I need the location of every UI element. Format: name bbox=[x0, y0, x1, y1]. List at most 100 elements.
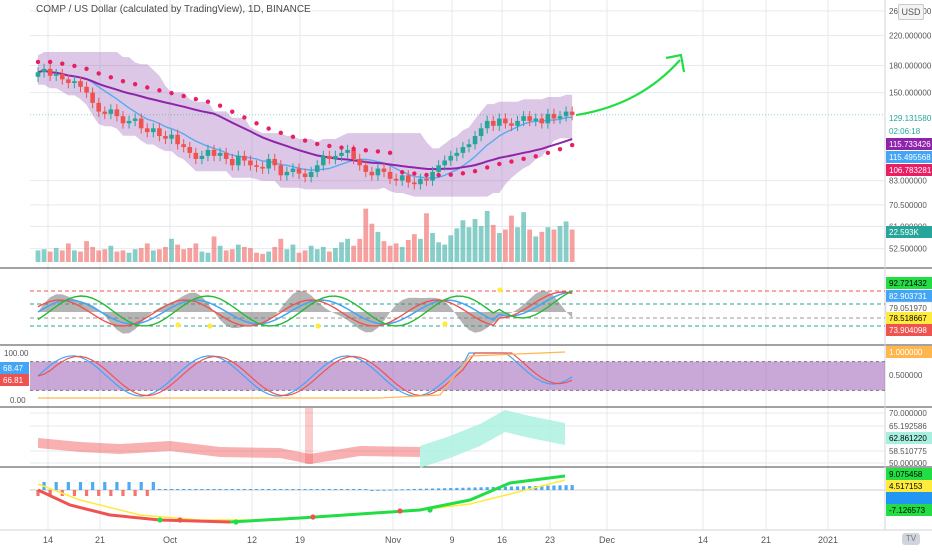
psar-dot bbox=[509, 159, 514, 164]
trend-axis-tick-label: 65.192586 bbox=[889, 422, 927, 431]
candle-body bbox=[59, 73, 65, 80]
candle-body bbox=[175, 134, 180, 145]
volume-bar bbox=[144, 243, 150, 262]
candle-body bbox=[533, 118, 539, 121]
volume-bar bbox=[375, 231, 381, 262]
macd-histogram-bar bbox=[309, 489, 313, 490]
volume-bar bbox=[241, 246, 247, 262]
volume-bar bbox=[569, 229, 575, 262]
price-badge-bg bbox=[886, 226, 932, 238]
candle-body bbox=[114, 109, 120, 117]
volume-bar bbox=[78, 251, 83, 262]
time-axis-label: 16 bbox=[497, 535, 507, 545]
macd-histogram-bar bbox=[370, 490, 374, 491]
macd-histogram-bar bbox=[127, 482, 131, 490]
macd-histogram-bar bbox=[260, 489, 265, 490]
candle-body bbox=[108, 109, 114, 114]
macd-cross-dot bbox=[397, 508, 403, 514]
candle-body bbox=[169, 134, 174, 139]
candle-body bbox=[454, 152, 460, 156]
candle-body bbox=[478, 128, 484, 137]
volume-bar bbox=[296, 252, 302, 262]
macd-histogram-bar bbox=[394, 489, 398, 491]
volume-bar bbox=[351, 245, 357, 262]
macd-histogram-bar bbox=[145, 490, 149, 496]
candle-body bbox=[339, 152, 344, 156]
psar-dot bbox=[387, 150, 393, 156]
candle-body bbox=[333, 155, 338, 159]
candle-body bbox=[387, 171, 393, 179]
candle-body bbox=[199, 155, 205, 159]
candle-body bbox=[181, 144, 186, 148]
candle-body bbox=[320, 155, 326, 166]
candle-body bbox=[242, 155, 247, 161]
macd-histogram-bar bbox=[54, 482, 58, 490]
candle-body bbox=[163, 136, 168, 139]
psar-dot bbox=[132, 81, 138, 87]
macd-histogram-bar bbox=[461, 487, 465, 490]
candle-body bbox=[278, 165, 284, 176]
volume-bar bbox=[260, 253, 265, 262]
macd-cross-dot bbox=[310, 514, 316, 520]
psar-dot bbox=[60, 61, 65, 66]
macd-histogram-bar bbox=[558, 485, 562, 490]
candle-body bbox=[381, 168, 387, 172]
macd-cross-dot bbox=[177, 517, 183, 523]
volume-bar bbox=[515, 227, 520, 262]
time-axis-label: 19 bbox=[295, 535, 305, 545]
psar-dot bbox=[497, 161, 502, 167]
oscillator-badge-bg bbox=[886, 324, 932, 336]
macd-badge-bg bbox=[886, 504, 932, 516]
oscillator-green-line bbox=[37, 290, 573, 327]
macd-histogram-bar bbox=[84, 490, 89, 496]
macd-histogram-bar bbox=[303, 489, 307, 490]
volume-bar bbox=[229, 249, 235, 262]
macd-histogram-bar bbox=[546, 485, 550, 490]
volume-bar bbox=[90, 246, 96, 262]
volume-bar bbox=[47, 251, 53, 262]
candle-body bbox=[430, 171, 435, 181]
candle-body bbox=[521, 116, 526, 121]
price-axis-tick-label: 180.000000 bbox=[889, 61, 932, 70]
candle-body bbox=[187, 147, 193, 153]
macd-histogram-bar bbox=[297, 489, 301, 490]
candle-body bbox=[490, 120, 496, 126]
candle-body bbox=[144, 128, 150, 133]
time-axis-label: 14 bbox=[43, 535, 53, 545]
volume-bar bbox=[333, 248, 338, 262]
candle-body bbox=[236, 155, 241, 166]
candle-body bbox=[296, 168, 302, 174]
candle-body bbox=[290, 168, 296, 172]
time-axis-label: 12 bbox=[247, 535, 257, 545]
candle-body bbox=[157, 128, 162, 137]
volume-bar bbox=[150, 250, 156, 262]
currency-button[interactable]: USD bbox=[898, 4, 924, 20]
macd-histogram-bar bbox=[285, 489, 289, 490]
macd-histogram-bar bbox=[242, 489, 246, 490]
price-axis-tick-label: 220.000000 bbox=[889, 32, 932, 41]
price-axis-tick-label: 150.000000 bbox=[889, 89, 932, 98]
candle-body bbox=[424, 178, 429, 181]
volume-bar bbox=[442, 244, 448, 262]
macd-badge-bg bbox=[886, 468, 932, 480]
volume-bar bbox=[175, 244, 181, 262]
candle-body bbox=[211, 149, 217, 156]
candle-body bbox=[405, 175, 411, 183]
volume-bar bbox=[424, 213, 429, 262]
volume-bar bbox=[284, 249, 290, 262]
candle-body bbox=[472, 136, 478, 145]
volume-bar bbox=[460, 220, 466, 262]
moving-average-slow-line bbox=[37, 69, 573, 171]
volume-bar bbox=[308, 245, 314, 262]
candle-body bbox=[545, 113, 551, 124]
candle-body bbox=[260, 166, 265, 169]
macd-histogram-bar bbox=[182, 489, 186, 490]
stochastic-left-badge-bg bbox=[0, 374, 29, 386]
trend-highlight-bar bbox=[305, 408, 313, 464]
volume-bar bbox=[345, 238, 350, 262]
time-axis-label: Nov bbox=[385, 535, 402, 545]
price-badge-bg bbox=[886, 164, 932, 176]
trend-axis-tick-label: 70.000000 bbox=[889, 409, 927, 418]
